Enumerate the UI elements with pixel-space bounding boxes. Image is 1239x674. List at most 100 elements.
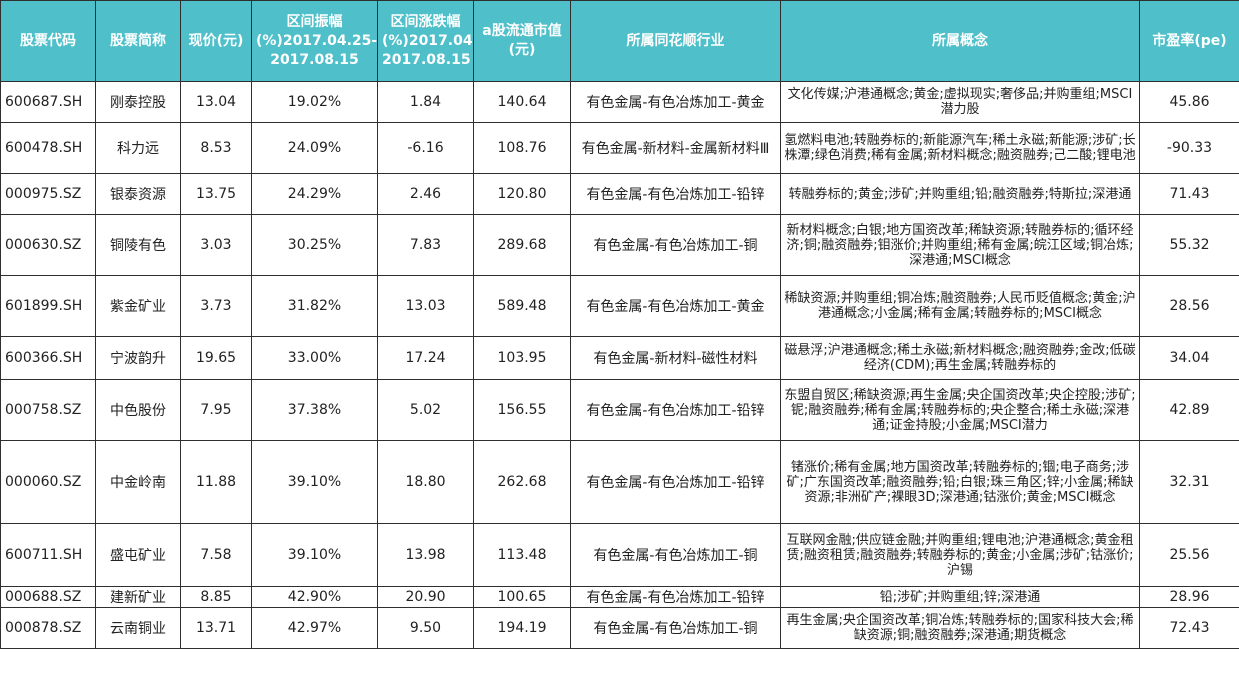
cell-code: 000758.SZ	[0, 379, 96, 441]
cell-change: 18.80	[377, 440, 474, 524]
table-row: 000060.SZ 中金岭南 11.88 39.10% 18.80 262.68…	[0, 440, 1239, 524]
cell-pe: 42.89	[1139, 379, 1239, 441]
cell-industry: 有色金属-有色冶炼加工-铅锌	[570, 440, 781, 524]
cell-market-cap: 108.76	[473, 122, 571, 174]
table-row: 000630.SZ 铜陵有色 3.03 30.25% 7.83 289.68 有…	[0, 214, 1239, 276]
cell-market-cap: 589.48	[473, 275, 571, 337]
cell-amplitude: 24.09%	[251, 122, 378, 174]
cell-price: 7.58	[180, 523, 252, 587]
cell-amplitude: 42.90%	[251, 586, 378, 608]
cell-concept: 互联网金融;供应链金融;并购重组;锂电池;沪港通概念;黄金租赁;融资租赁;融资融…	[780, 523, 1140, 587]
cell-change: 13.03	[377, 275, 474, 337]
cell-code: 600711.SH	[0, 523, 96, 587]
cell-market-cap: 100.65	[473, 586, 571, 608]
cell-change: 7.83	[377, 214, 474, 276]
cell-code: 000975.SZ	[0, 173, 96, 215]
cell-pe: 28.56	[1139, 275, 1239, 337]
cell-amplitude: 24.29%	[251, 173, 378, 215]
cell-price: 3.03	[180, 214, 252, 276]
cell-code: 600687.SH	[0, 81, 96, 123]
header-row: 股票代码 股票简称 现价(元) 区间振幅(%)2017.04.25-2017.0…	[0, 0, 1239, 82]
table-row: 600687.SH 刚泰控股 13.04 19.02% 1.84 140.64 …	[0, 81, 1239, 123]
table-row: 601899.SH 紫金矿业 3.73 31.82% 13.03 589.48 …	[0, 275, 1239, 337]
cell-market-cap: 113.48	[473, 523, 571, 587]
cell-name: 建新矿业	[95, 586, 181, 608]
cell-name: 宁波韵升	[95, 336, 181, 380]
cell-change: -6.16	[377, 122, 474, 174]
cell-industry: 有色金属-有色冶炼加工-黄金	[570, 275, 781, 337]
header-name: 股票简称	[95, 0, 181, 82]
cell-price: 13.71	[180, 607, 252, 649]
header-pe: 市盈率(pe)	[1139, 0, 1239, 82]
header-change: 区间涨跌幅(%)2017.04.25-2017.08.15	[377, 0, 474, 82]
cell-price: 3.73	[180, 275, 252, 337]
table-row: 000758.SZ 中色股份 7.95 37.38% 5.02 156.55 有…	[0, 379, 1239, 441]
table-row: 600711.SH 盛屯矿业 7.58 39.10% 13.98 113.48 …	[0, 523, 1239, 587]
cell-amplitude: 31.82%	[251, 275, 378, 337]
cell-name: 紫金矿业	[95, 275, 181, 337]
cell-code: 601899.SH	[0, 275, 96, 337]
cell-concept: 磁悬浮;沪港通概念;稀土永磁;新材料概念;融资融券;金改;低碳经济(CDM);再…	[780, 336, 1140, 380]
cell-pe: 45.86	[1139, 81, 1239, 123]
cell-price: 19.65	[180, 336, 252, 380]
cell-price: 11.88	[180, 440, 252, 524]
cell-pe: 55.32	[1139, 214, 1239, 276]
cell-industry: 有色金属-有色冶炼加工-铅锌	[570, 173, 781, 215]
table-row: 600366.SH 宁波韵升 19.65 33.00% 17.24 103.95…	[0, 336, 1239, 380]
cell-industry: 有色金属-新材料-金属新材料Ⅲ	[570, 122, 781, 174]
cell-market-cap: 103.95	[473, 336, 571, 380]
cell-concept: 转融券标的;黄金;涉矿;并购重组;铅;融资融券;特斯拉;深港通	[780, 173, 1140, 215]
cell-code: 600366.SH	[0, 336, 96, 380]
cell-industry: 有色金属-新材料-磁性材料	[570, 336, 781, 380]
cell-industry: 有色金属-有色冶炼加工-铜	[570, 523, 781, 587]
cell-change: 17.24	[377, 336, 474, 380]
cell-price: 13.75	[180, 173, 252, 215]
cell-market-cap: 140.64	[473, 81, 571, 123]
cell-price: 7.95	[180, 379, 252, 441]
cell-pe: -90.33	[1139, 122, 1239, 174]
cell-name: 云南铜业	[95, 607, 181, 649]
table-row: 000878.SZ 云南铜业 13.71 42.97% 9.50 194.19 …	[0, 607, 1239, 649]
cell-name: 科力远	[95, 122, 181, 174]
cell-amplitude: 37.38%	[251, 379, 378, 441]
cell-concept: 稀缺资源;并购重组;铜冶炼;融资融券;人民币贬值概念;黄金;沪港通概念;小金属;…	[780, 275, 1140, 337]
cell-concept: 文化传媒;沪港通概念;黄金;虚拟现实;奢侈品;并购重组;MSCI潜力股	[780, 81, 1140, 123]
cell-concept: 东盟自贸区;稀缺资源;再生金属;央企国资改革;央企控股;涉矿;铌;融资融券;稀有…	[780, 379, 1140, 441]
cell-market-cap: 194.19	[473, 607, 571, 649]
cell-change: 2.46	[377, 173, 474, 215]
cell-code: 000060.SZ	[0, 440, 96, 524]
cell-amplitude: 39.10%	[251, 440, 378, 524]
cell-market-cap: 120.80	[473, 173, 571, 215]
cell-pe: 32.31	[1139, 440, 1239, 524]
cell-name: 刚泰控股	[95, 81, 181, 123]
header-concept: 所属概念	[780, 0, 1140, 82]
cell-change: 5.02	[377, 379, 474, 441]
cell-industry: 有色金属-有色冶炼加工-铅锌	[570, 586, 781, 608]
cell-name: 银泰资源	[95, 173, 181, 215]
cell-pe: 72.43	[1139, 607, 1239, 649]
cell-industry: 有色金属-有色冶炼加工-黄金	[570, 81, 781, 123]
cell-code: 000630.SZ	[0, 214, 96, 276]
cell-amplitude: 39.10%	[251, 523, 378, 587]
cell-pe: 28.96	[1139, 586, 1239, 608]
cell-market-cap: 289.68	[473, 214, 571, 276]
cell-code: 000688.SZ	[0, 586, 96, 608]
cell-pe: 25.56	[1139, 523, 1239, 587]
cell-market-cap: 262.68	[473, 440, 571, 524]
stock-table: 股票代码 股票简称 现价(元) 区间振幅(%)2017.04.25-2017.0…	[0, 0, 1239, 649]
header-market-cap: a股流通市值(元)	[473, 0, 571, 82]
cell-concept: 氢燃料电池;转融券标的;新能源汽车;稀土永磁;新能源;涉矿;长株潭;绿色消费;稀…	[780, 122, 1140, 174]
cell-code: 600478.SH	[0, 122, 96, 174]
table-row: 000688.SZ 建新矿业 8.85 42.90% 20.90 100.65 …	[0, 586, 1239, 608]
cell-concept: 再生金属;央企国资改革;铜冶炼;转融券标的;国家科技大会;稀缺资源;铜;融资融券…	[780, 607, 1140, 649]
header-industry: 所属同花顺行业	[570, 0, 781, 82]
cell-industry: 有色金属-有色冶炼加工-铜	[570, 214, 781, 276]
cell-amplitude: 30.25%	[251, 214, 378, 276]
cell-amplitude: 19.02%	[251, 81, 378, 123]
cell-price: 8.53	[180, 122, 252, 174]
cell-name: 中色股份	[95, 379, 181, 441]
table-row: 000975.SZ 银泰资源 13.75 24.29% 2.46 120.80 …	[0, 173, 1239, 215]
cell-concept: 锗涨价;稀有金属;地方国资改革;转融券标的;锢;电子商务;涉矿;广东国资改革;融…	[780, 440, 1140, 524]
cell-amplitude: 42.97%	[251, 607, 378, 649]
cell-change: 13.98	[377, 523, 474, 587]
